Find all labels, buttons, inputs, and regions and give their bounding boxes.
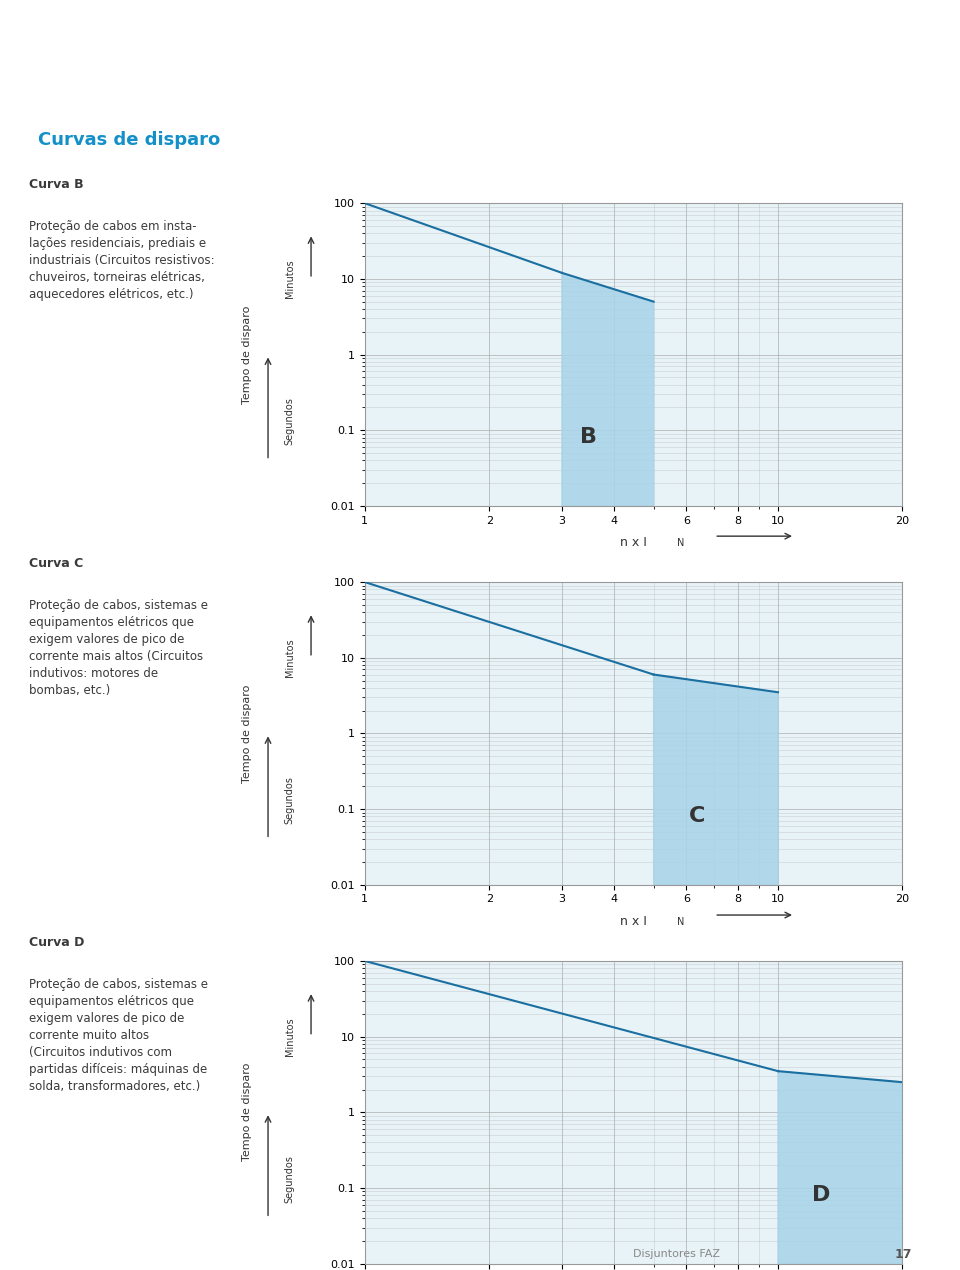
Text: Curva D: Curva D bbox=[29, 936, 84, 949]
Text: N: N bbox=[677, 537, 684, 547]
Text: Curva B: Curva B bbox=[29, 178, 84, 190]
Text: N: N bbox=[677, 917, 684, 927]
Text: Minutos: Minutos bbox=[284, 639, 295, 677]
Polygon shape bbox=[778, 1071, 902, 1264]
Text: 17: 17 bbox=[895, 1247, 912, 1261]
Text: Segundos: Segundos bbox=[284, 398, 295, 444]
Text: B: B bbox=[581, 427, 597, 447]
Text: Proteção de cabos em insta-
lações residenciais, prediais e
industriais (Circuit: Proteção de cabos em insta- lações resid… bbox=[29, 220, 214, 301]
Text: Disjuntores FAZ: Disjuntores FAZ bbox=[633, 1250, 720, 1259]
Text: Curvas de disparo: Curvas de disparo bbox=[38, 131, 221, 149]
Polygon shape bbox=[654, 674, 778, 885]
Text: Proteção de cabos, sistemas e
equipamentos elétricos que
exigem valores de pico : Proteção de cabos, sistemas e equipament… bbox=[29, 978, 207, 1093]
Text: Tempo de disparo: Tempo de disparo bbox=[242, 1063, 252, 1162]
Text: D: D bbox=[812, 1185, 830, 1205]
Text: Minutos: Minutos bbox=[284, 259, 295, 298]
Polygon shape bbox=[562, 273, 654, 505]
Text: Tempo de disparo: Tempo de disparo bbox=[242, 305, 252, 404]
Text: Minutos: Minutos bbox=[284, 1017, 295, 1055]
Text: Tempo de disparo: Tempo de disparo bbox=[242, 685, 252, 782]
Text: Curva C: Curva C bbox=[29, 556, 84, 570]
Text: n x I: n x I bbox=[620, 916, 647, 928]
Text: Curvas: Curvas bbox=[24, 27, 121, 51]
Text: n x I: n x I bbox=[620, 536, 647, 549]
Text: Segundos: Segundos bbox=[284, 1154, 295, 1203]
Text: C: C bbox=[688, 806, 705, 826]
Text: Proteção de cabos, sistemas e
equipamentos elétricos que
exigem valores de pico : Proteção de cabos, sistemas e equipament… bbox=[29, 599, 207, 697]
Text: Segundos: Segundos bbox=[284, 776, 295, 824]
